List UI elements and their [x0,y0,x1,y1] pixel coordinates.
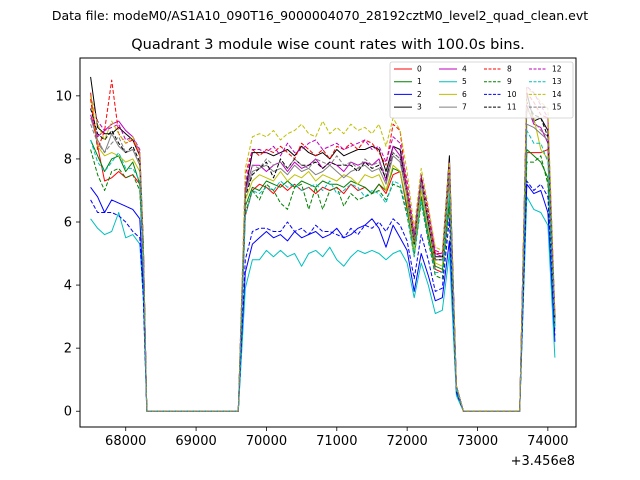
legend-label-1: 1 [417,77,422,86]
series-line-15 [90,108,556,412]
x-tick-label: 74000 [527,434,568,449]
legend-label-5: 5 [462,77,467,86]
x-tick-label: 73000 [457,434,498,449]
legend-label-4: 4 [462,65,467,74]
y-tick-label: 8 [64,152,72,167]
legend-label-0: 0 [417,65,422,74]
legend-label-6: 6 [462,90,467,99]
series-line-10 [90,180,556,412]
legend-label-9: 9 [507,77,512,86]
x-tick-label: 70000 [246,434,287,449]
axes-frame [79,57,577,428]
legend-label-13: 13 [552,77,562,86]
y-tick-label: 6 [64,216,72,231]
y-tick-label: 2 [64,342,72,357]
plot-series [90,76,556,412]
y-tick-label: 0 [64,405,72,420]
legend-label-12: 12 [552,65,562,74]
legend-label-7: 7 [462,103,467,112]
legend-label-15: 15 [552,103,562,112]
y-tick-label: 4 [64,279,72,294]
x-tick-label: 68000 [105,434,146,449]
x-axis: 68000 69000 70000 71000 72000 73000 74000 [105,427,569,449]
x-tick-label: 69000 [175,434,216,449]
x-tick-label: 71000 [316,434,357,449]
legend-label-11: 11 [507,103,517,112]
legend-label-2: 2 [417,90,422,99]
legend-label-3: 3 [417,103,422,112]
suptitle: Data file: modeM0/AS1A10_090T16_90000040… [52,8,588,23]
series-line-13 [90,130,556,412]
y-tick-label: 10 [55,89,72,104]
x-tick-label: 72000 [386,434,427,449]
legend-label-10: 10 [507,90,517,99]
legend-label-14: 14 [552,90,562,99]
legend-label-8: 8 [507,65,512,74]
legend-box [389,61,574,119]
chart-title: Quadrant 3 module wise count rates with … [131,37,525,53]
x-offset-label: +3.456e8 [511,454,575,469]
y-axis: 0 2 4 6 8 10 [55,89,80,420]
